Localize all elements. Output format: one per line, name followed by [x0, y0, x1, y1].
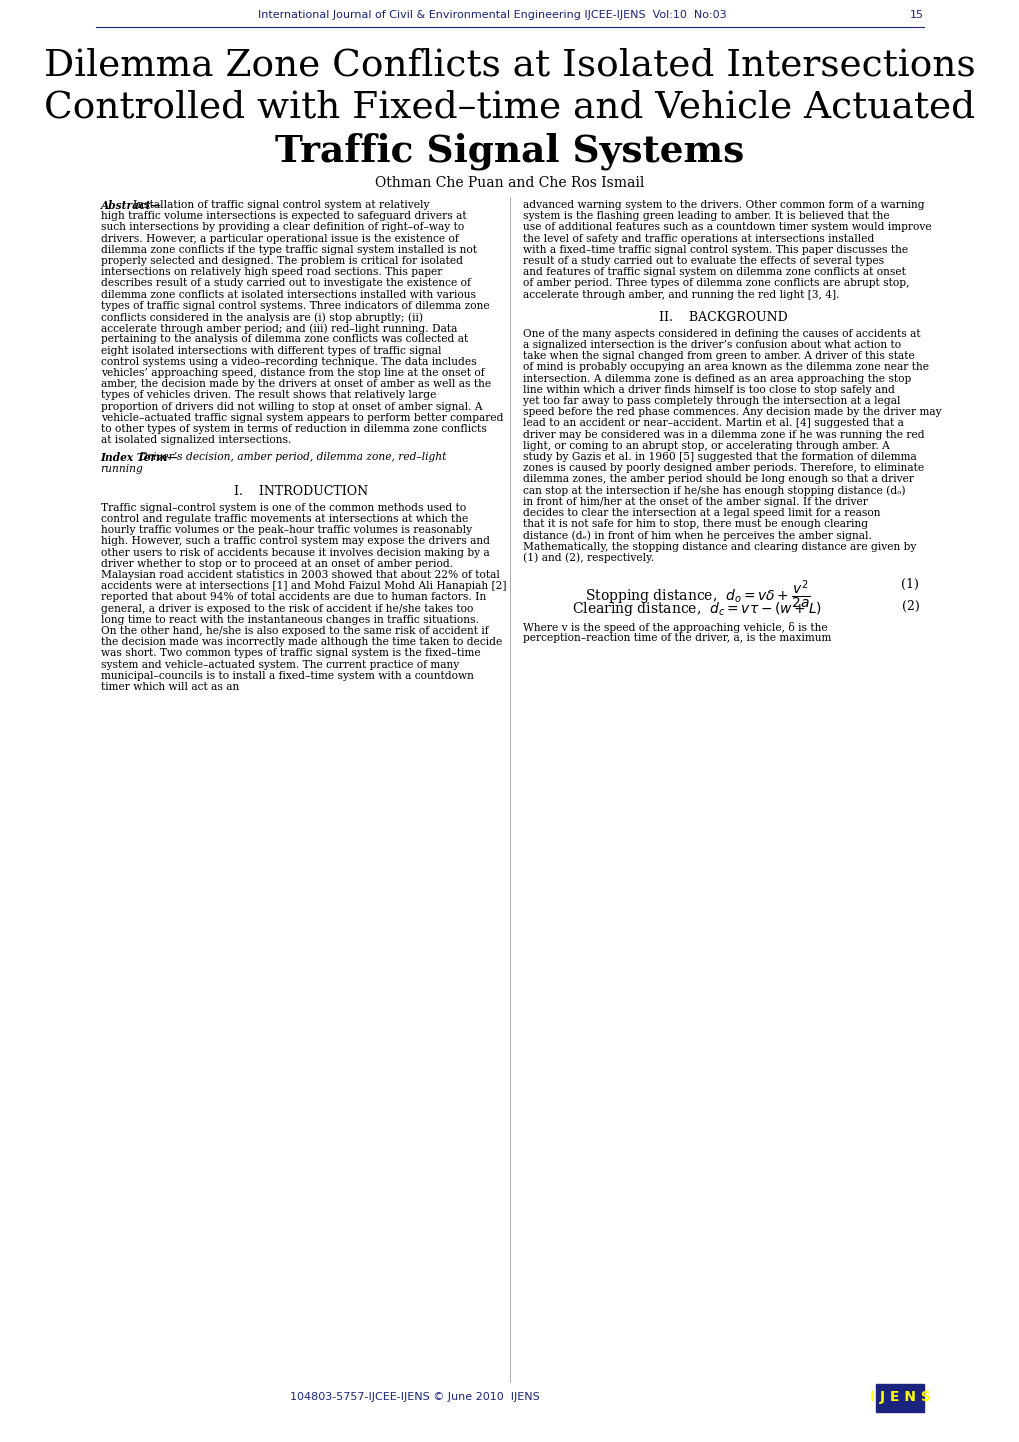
Text: light, or coming to an abrupt stop, or accelerating through amber. A: light, or coming to an abrupt stop, or a… — [523, 441, 889, 451]
Text: other users to risk of accidents because it involves decision making by a: other users to risk of accidents because… — [101, 548, 489, 558]
Text: intersection. A dilemma zone is defined as an area approaching the stop: intersection. A dilemma zone is defined … — [523, 373, 910, 384]
Text: properly selected and designed. The problem is critical for isolated: properly selected and designed. The prob… — [101, 257, 463, 265]
Text: lead to an accident or near–accident. Martin et al. [4] suggested that a: lead to an accident or near–accident. Ma… — [523, 418, 903, 428]
Text: long time to react with the instantaneous changes in traffic situations.: long time to react with the instantaneou… — [101, 614, 478, 624]
Text: (2): (2) — [901, 600, 918, 613]
Text: (1) and (2), respectively.: (1) and (2), respectively. — [523, 552, 653, 564]
Text: Clearing distance,  $d_c = v\tau - (w+L)$: Clearing distance, $d_c = v\tau - (w+L)$ — [572, 600, 821, 619]
Text: pertaining to the analysis of dilemma zone conflicts was collected at: pertaining to the analysis of dilemma zo… — [101, 335, 468, 345]
Text: dilemma zones, the amber period should be long enough so that a driver: dilemma zones, the amber period should b… — [523, 474, 913, 485]
Text: accelerate through amber period; and (iii) red–light running. Data: accelerate through amber period; and (ii… — [101, 323, 457, 333]
Text: describes result of a study carried out to investigate the existence of: describes result of a study carried out … — [101, 278, 470, 288]
Text: zones is caused by poorly designed amber periods. Therefore, to eliminate: zones is caused by poorly designed amber… — [523, 463, 923, 473]
Text: One of the many aspects considered in defining the causes of accidents at: One of the many aspects considered in de… — [523, 329, 919, 339]
FancyBboxPatch shape — [875, 1384, 922, 1412]
Text: of amber period. Three types of dilemma zone conflicts are abrupt stop,: of amber period. Three types of dilemma … — [523, 278, 908, 288]
Text: International Journal of Civil & Environmental Engineering IJCEE-IJENS  Vol:10  : International Journal of Civil & Environ… — [258, 10, 727, 20]
Text: use of additional features such as a countdown timer system would improve: use of additional features such as a cou… — [523, 222, 930, 232]
Text: drivers. However, a particular operational issue is the existence of: drivers. However, a particular operation… — [101, 234, 458, 244]
Text: take when the signal changed from green to amber. A driver of this state: take when the signal changed from green … — [523, 352, 914, 360]
Text: Where v is the speed of the approaching vehicle, δ is the: Where v is the speed of the approaching … — [523, 622, 826, 633]
Text: can stop at the intersection if he/she has enough stopping distance (dₒ): can stop at the intersection if he/she h… — [523, 486, 905, 496]
Text: types of traffic signal control systems. Three indicators of dilemma zone: types of traffic signal control systems.… — [101, 301, 489, 311]
Text: system is the flashing green leading to amber. It is believed that the: system is the flashing green leading to … — [523, 211, 889, 221]
Text: running: running — [101, 463, 144, 473]
Text: reported that about 94% of total accidents are due to human factors. In: reported that about 94% of total acciden… — [101, 593, 485, 603]
Text: municipal–councils is to install a fixed–time system with a countdown: municipal–councils is to install a fixed… — [101, 671, 473, 681]
Text: Stopping distance,  $d_o = v\delta + \dfrac{v^2}{2a}$: Stopping distance, $d_o = v\delta + \dfr… — [584, 578, 809, 611]
Text: perception–reaction time of the driver, a, is the maximum: perception–reaction time of the driver, … — [523, 633, 830, 643]
Text: (1): (1) — [901, 578, 918, 591]
Text: high. However, such a traffic control system may expose the drivers and: high. However, such a traffic control sy… — [101, 536, 489, 547]
Text: such intersections by providing a clear definition of right–of–way to: such intersections by providing a clear … — [101, 222, 464, 232]
Text: intersections on relatively high speed road sections. This paper: intersections on relatively high speed r… — [101, 267, 441, 277]
Text: at isolated signalized intersections.: at isolated signalized intersections. — [101, 435, 290, 446]
Text: that it is not safe for him to stop, there must be enough clearing: that it is not safe for him to stop, the… — [523, 519, 867, 529]
Text: a signalized intersection is the driver’s confusion about what action to: a signalized intersection is the driver’… — [523, 340, 900, 350]
Text: conflicts considered in the analysis are (i) stop abruptly; (ii): conflicts considered in the analysis are… — [101, 311, 423, 323]
Text: Driver’s decision, amber period, dilemma zone, red–light: Driver’s decision, amber period, dilemma… — [136, 453, 445, 463]
Text: vehicle–actuated traffic signal system appears to perform better compared: vehicle–actuated traffic signal system a… — [101, 412, 502, 423]
Text: amber, the decision made by the drivers at onset of amber as well as the: amber, the decision made by the drivers … — [101, 379, 490, 389]
Text: the decision made was incorrectly made although the time taken to decide: the decision made was incorrectly made a… — [101, 637, 501, 647]
Text: Dilemma Zone Conflicts at Isolated Intersections: Dilemma Zone Conflicts at Isolated Inter… — [44, 48, 975, 84]
Text: driver whether to stop or to proceed at an onset of amber period.: driver whether to stop or to proceed at … — [101, 559, 452, 568]
Text: Othman Che Puan and Che Ros Ismail: Othman Che Puan and Che Ros Ismail — [375, 176, 644, 190]
Text: II.    BACKGROUND: II. BACKGROUND — [658, 311, 787, 324]
Text: Mathematically, the stopping distance and clearing distance are given by: Mathematically, the stopping distance an… — [523, 542, 915, 552]
Text: advanced warning system to the drivers. Other common form of a warning: advanced warning system to the drivers. … — [523, 200, 923, 211]
Text: study by Gazis et al. in 1960 [5] suggested that the formation of dilemma: study by Gazis et al. in 1960 [5] sugges… — [523, 451, 916, 461]
Text: I.    INTRODUCTION: I. INTRODUCTION — [233, 485, 368, 497]
Text: in front of him/her at the onset of the amber signal. If the driver: in front of him/her at the onset of the … — [523, 497, 867, 506]
Text: result of a study carried out to evaluate the effects of several types: result of a study carried out to evaluat… — [523, 257, 883, 265]
Text: dilemma zone conflicts if the type traffic signal system installed is not: dilemma zone conflicts if the type traff… — [101, 245, 476, 255]
Text: line within which a driver finds himself is too close to stop safely and: line within which a driver finds himself… — [523, 385, 894, 395]
Text: I J E N S: I J E N S — [869, 1390, 930, 1405]
Text: 104803-5757-IJCEE-IJENS © June 2010  IJENS: 104803-5757-IJCEE-IJENS © June 2010 IJEN… — [290, 1392, 540, 1402]
Text: of mind is probably occupying an area known as the dilemma zone near the: of mind is probably occupying an area kn… — [523, 362, 928, 372]
Text: speed before the red phase commences. Any decision made by the driver may: speed before the red phase commences. An… — [523, 407, 941, 417]
Text: Traffic signal–control system is one of the common methods used to: Traffic signal–control system is one of … — [101, 503, 466, 513]
Text: 15: 15 — [909, 10, 922, 20]
Text: high traffic volume intersections is expected to safeguard drivers at: high traffic volume intersections is exp… — [101, 211, 466, 221]
Text: control systems using a video–recording technique. The data includes: control systems using a video–recording … — [101, 356, 476, 366]
Text: types of vehicles driven. The result shows that relatively large: types of vehicles driven. The result sho… — [101, 391, 436, 401]
Text: driver may be considered was in a dilemma zone if he was running the red: driver may be considered was in a dilemm… — [523, 430, 923, 440]
Text: the level of safety and traffic operations at intersections installed: the level of safety and traffic operatio… — [523, 234, 873, 244]
Text: to other types of system in terms of reduction in dilemma zone conflicts: to other types of system in terms of red… — [101, 424, 486, 434]
Text: Traffic Signal Systems: Traffic Signal Systems — [275, 133, 744, 170]
Text: accelerate through amber, and running the red light [3, 4].: accelerate through amber, and running th… — [523, 290, 839, 300]
Text: control and regulate traffic movements at intersections at which the: control and regulate traffic movements a… — [101, 513, 468, 523]
Text: yet too far away to pass completely through the intersection at a legal: yet too far away to pass completely thro… — [523, 397, 900, 407]
Text: dilemma zone conflicts at isolated intersections installed with various: dilemma zone conflicts at isolated inter… — [101, 290, 475, 300]
Text: general, a driver is exposed to the risk of accident if he/she takes too: general, a driver is exposed to the risk… — [101, 604, 473, 614]
Text: distance (dₑ) in front of him when he perceives the amber signal.: distance (dₑ) in front of him when he pe… — [523, 531, 871, 541]
Text: Malaysian road accident statistics in 2003 showed that about 22% of total: Malaysian road accident statistics in 20… — [101, 570, 499, 580]
Text: system and vehicle–actuated system. The current practice of many: system and vehicle–actuated system. The … — [101, 659, 459, 669]
Text: decides to clear the intersection at a legal speed limit for a reason: decides to clear the intersection at a l… — [523, 508, 879, 518]
Text: Index Term—: Index Term— — [101, 453, 178, 463]
Text: with a fixed–time traffic signal control system. This paper discusses the: with a fixed–time traffic signal control… — [523, 245, 907, 255]
Text: proportion of drivers did not willing to stop at onset of amber signal. A: proportion of drivers did not willing to… — [101, 402, 482, 411]
Text: vehicles’ approaching speed, distance from the stop line at the onset of: vehicles’ approaching speed, distance fr… — [101, 368, 484, 378]
Text: and features of traffic signal system on dilemma zone conflicts at onset: and features of traffic signal system on… — [523, 267, 905, 277]
Text: Abstract—: Abstract— — [101, 200, 165, 211]
Text: Controlled with Fixed–time and Vehicle Actuated: Controlled with Fixed–time and Vehicle A… — [45, 89, 974, 125]
Text: hourly traffic volumes or the peak–hour traffic volumes is reasonably: hourly traffic volumes or the peak–hour … — [101, 525, 472, 535]
Text: eight isolated intersections with different types of traffic signal: eight isolated intersections with differ… — [101, 346, 441, 356]
Text: On the other hand, he/she is also exposed to the same risk of accident if: On the other hand, he/she is also expose… — [101, 626, 488, 636]
Text: accidents were at intersections [1] and Mohd Faizul Mohd Ali Hanapiah [2]: accidents were at intersections [1] and … — [101, 581, 505, 591]
Text: Installation of traffic signal control system at relatively: Installation of traffic signal control s… — [132, 200, 429, 211]
Text: was short. Two common types of traffic signal system is the fixed–time: was short. Two common types of traffic s… — [101, 649, 480, 659]
Text: timer which will act as an: timer which will act as an — [101, 682, 238, 692]
